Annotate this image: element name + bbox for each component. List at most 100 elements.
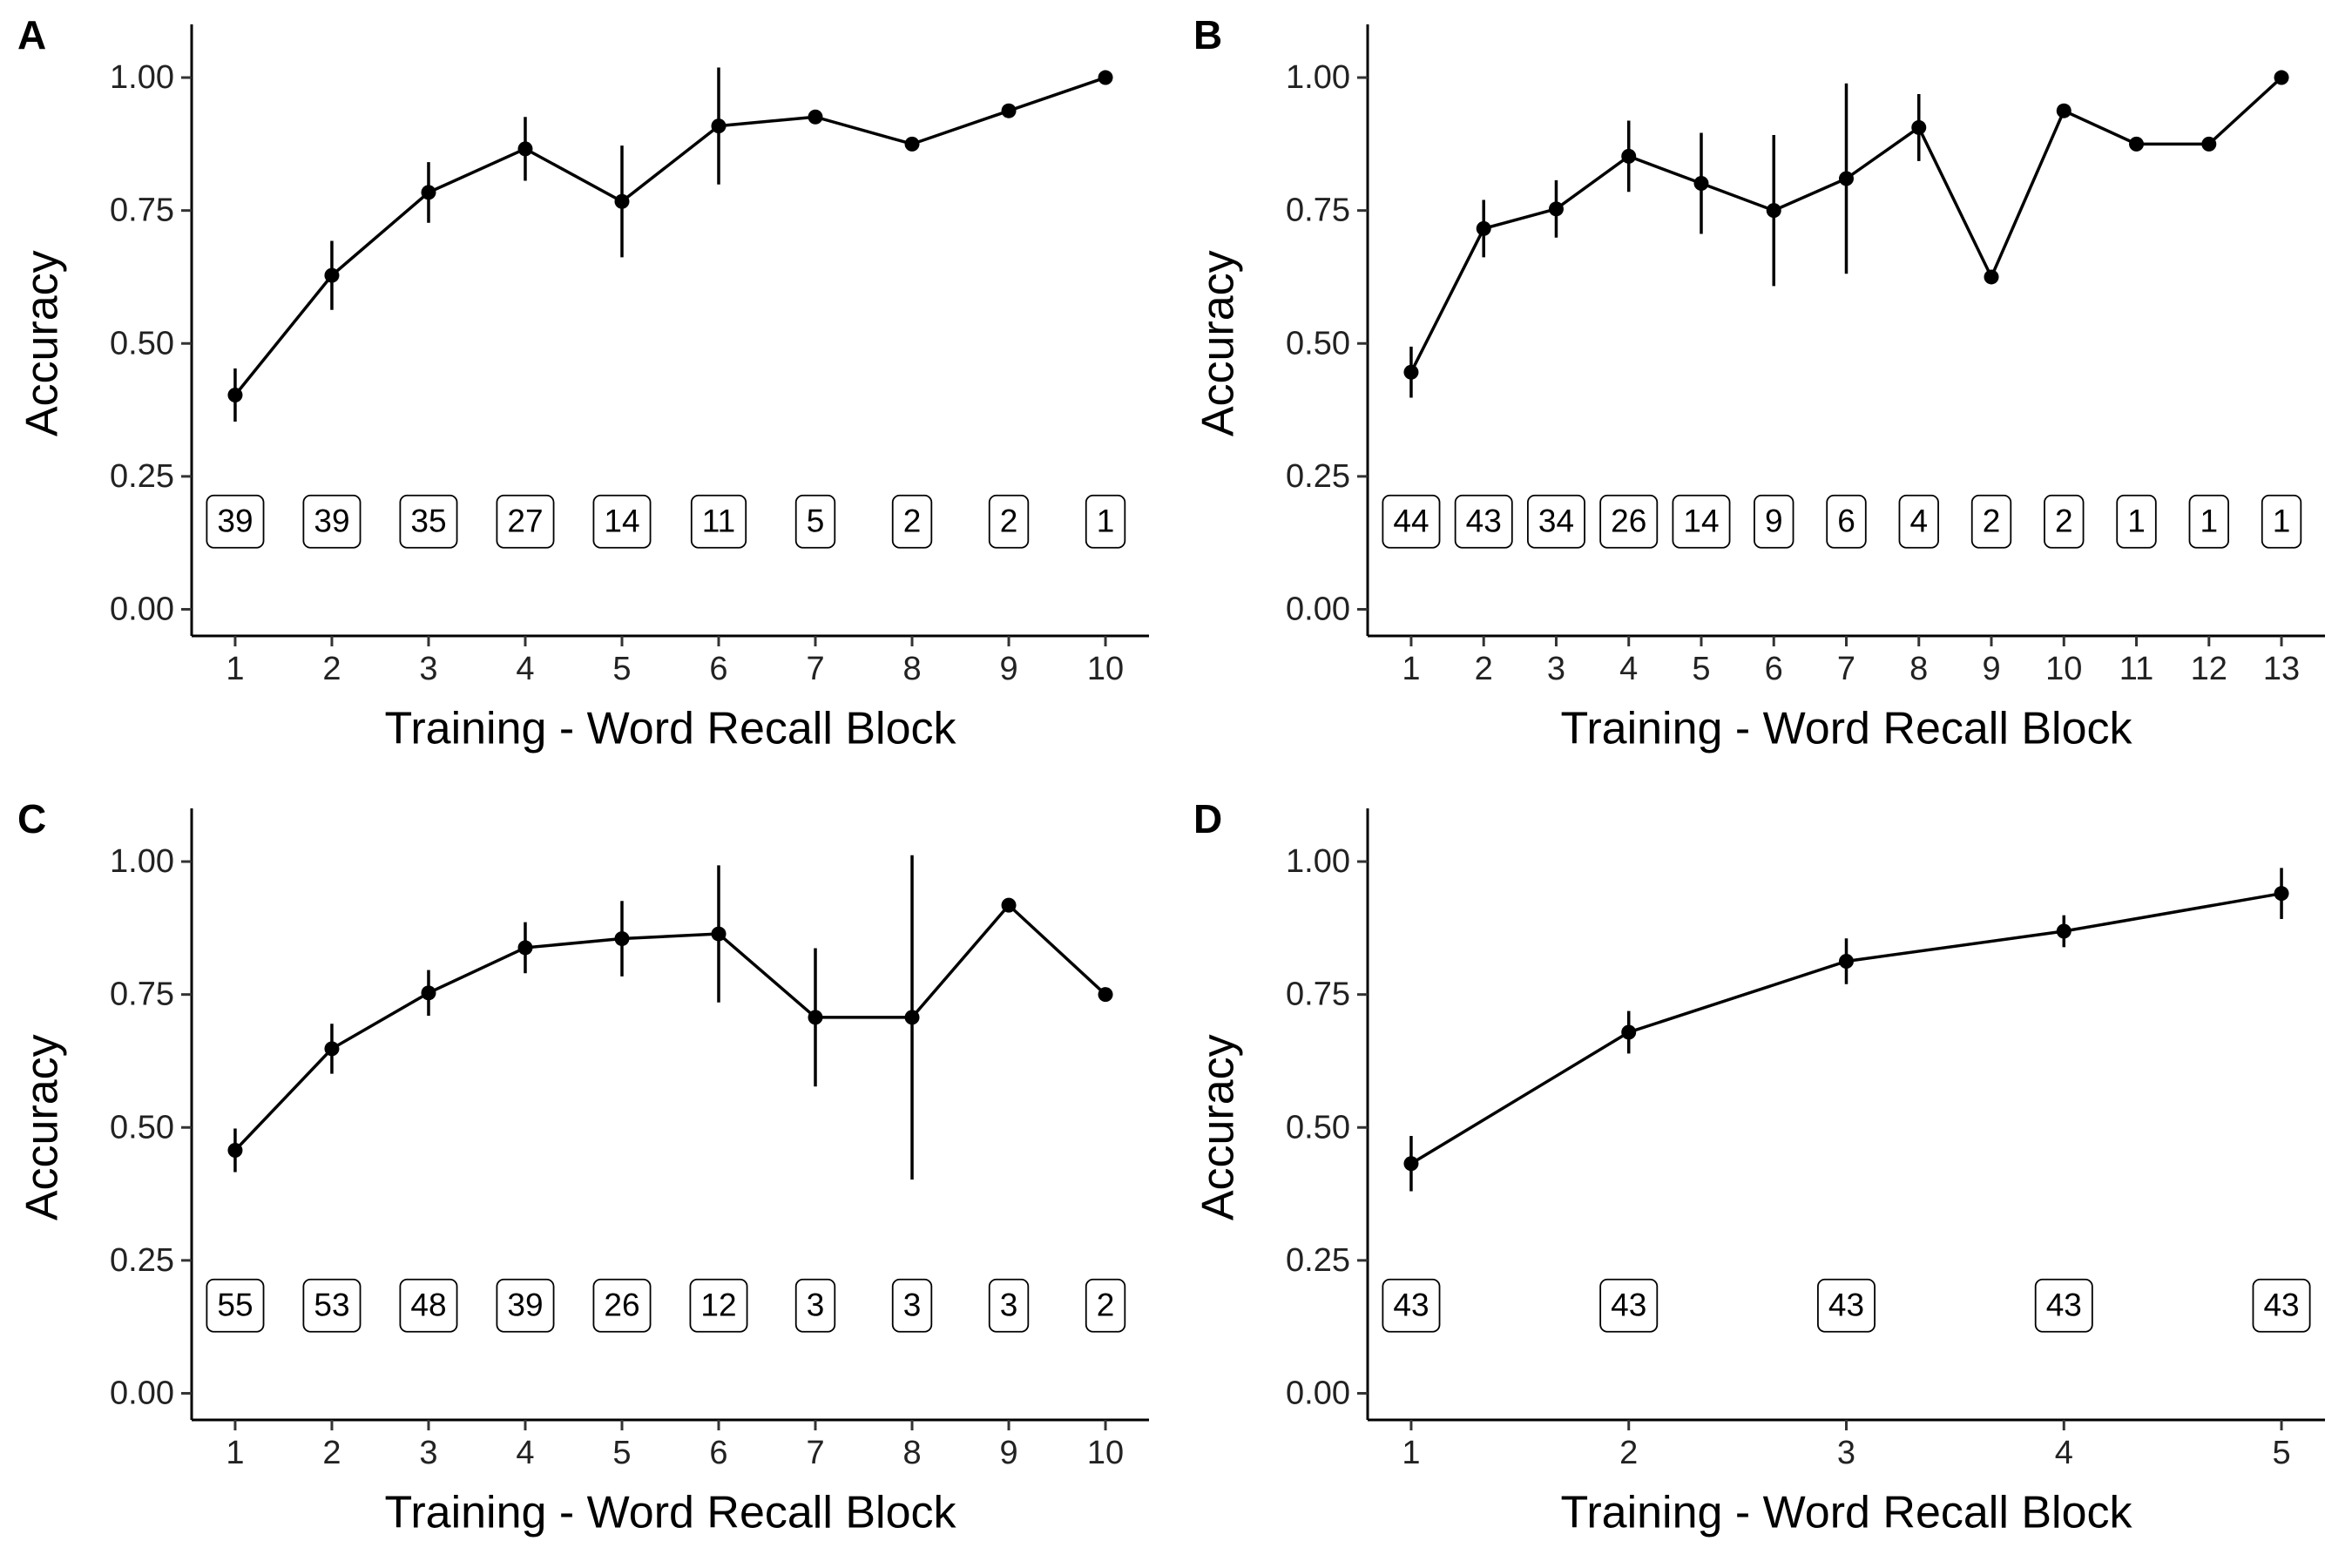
data-point bbox=[227, 387, 243, 402]
x-tick-label: 6 bbox=[709, 1435, 727, 1471]
count-text: 14 bbox=[604, 504, 639, 539]
x-tick-label: 4 bbox=[1619, 651, 1638, 687]
y-tick-label: 0.75 bbox=[110, 193, 174, 229]
data-point bbox=[2056, 103, 2072, 118]
count-text: 39 bbox=[507, 1288, 543, 1323]
x-tick-label: 3 bbox=[1837, 1435, 1855, 1471]
y-tick-label: 0.00 bbox=[110, 1375, 174, 1412]
count-box bbox=[1599, 494, 1659, 549]
count-box bbox=[496, 494, 555, 549]
x-tick-label: 4 bbox=[516, 1435, 534, 1471]
y-axis-title: Accuracy bbox=[17, 1034, 68, 1220]
data-point bbox=[1476, 220, 1491, 236]
data-point bbox=[1693, 176, 1709, 192]
count-text: 43 bbox=[1466, 504, 1502, 539]
count-box bbox=[1826, 494, 1867, 549]
count-label: 12 bbox=[689, 1278, 748, 1333]
count-label: 3 bbox=[988, 1278, 1030, 1333]
count-box bbox=[1085, 1278, 1126, 1333]
count-box bbox=[206, 494, 265, 549]
count-text: 11 bbox=[702, 504, 735, 539]
x-axis-title: Training - Word Recall Block bbox=[1561, 1488, 2133, 1538]
x-tick-label: 3 bbox=[1547, 651, 1565, 687]
count-text: 39 bbox=[217, 504, 253, 539]
data-point bbox=[2274, 70, 2289, 85]
count-label: 6 bbox=[1826, 494, 1867, 549]
x-tick-label: 8 bbox=[902, 1435, 921, 1471]
count-label: 5 bbox=[794, 494, 836, 549]
data-point bbox=[1001, 103, 1017, 118]
count-text: 35 bbox=[410, 504, 446, 539]
count-text: 43 bbox=[2046, 1288, 2082, 1323]
count-label: 48 bbox=[399, 1278, 458, 1333]
count-text: 2 bbox=[2055, 504, 2073, 539]
x-tick-label: 9 bbox=[1982, 651, 2000, 687]
count-label: 39 bbox=[206, 494, 265, 549]
x-tick-label: 9 bbox=[999, 651, 1017, 687]
count-label: 43 bbox=[1599, 1278, 1659, 1333]
x-tick-label: 3 bbox=[419, 1435, 437, 1471]
data-point bbox=[1839, 171, 1854, 186]
x-tick-label: 5 bbox=[612, 651, 631, 687]
count-box bbox=[1898, 494, 1939, 549]
data-point bbox=[1621, 148, 1637, 164]
data-point bbox=[421, 985, 436, 1001]
count-box bbox=[399, 494, 458, 549]
x-tick-label: 8 bbox=[902, 651, 921, 687]
data-point bbox=[2201, 136, 2217, 152]
data-point bbox=[1001, 897, 1017, 913]
data-point bbox=[904, 1010, 920, 1025]
panel-label: D bbox=[1193, 796, 1222, 841]
data-point bbox=[2056, 923, 2072, 939]
data-point bbox=[904, 136, 920, 152]
count-box bbox=[592, 1278, 652, 1333]
count-box bbox=[206, 1278, 265, 1333]
x-axis-title: Training - Word Recall Block bbox=[385, 1488, 957, 1538]
y-tick-label: 1.00 bbox=[110, 59, 174, 96]
count-text: 9 bbox=[1765, 504, 1783, 539]
x-tick-label: 5 bbox=[1692, 651, 1710, 687]
count-box bbox=[302, 1278, 362, 1333]
count-text: 6 bbox=[1837, 504, 1855, 539]
x-tick-label: 13 bbox=[2263, 651, 2300, 687]
count-text: 2 bbox=[903, 504, 922, 539]
data-point bbox=[1098, 70, 1113, 85]
count-text: 55 bbox=[217, 1288, 253, 1323]
data-line bbox=[233, 76, 1106, 396]
data-point bbox=[614, 931, 630, 947]
y-axis-title: Accuracy bbox=[17, 250, 68, 436]
data-point bbox=[1548, 201, 1564, 217]
count-label: 53 bbox=[302, 1278, 362, 1333]
x-axis-title: Training - Word Recall Block bbox=[1561, 704, 2133, 754]
count-label: 14 bbox=[1672, 494, 1731, 549]
x-axis-title: Training - Word Recall Block bbox=[385, 704, 957, 754]
panel-label: C bbox=[17, 796, 46, 841]
count-box bbox=[1454, 494, 1513, 549]
count-box bbox=[496, 1278, 555, 1333]
count-label: 43 bbox=[2034, 1278, 2093, 1333]
count-label: 2 bbox=[1970, 494, 2012, 549]
count-box bbox=[1382, 1278, 1441, 1333]
count-text: 2 bbox=[1000, 504, 1018, 539]
panel: A 0.00 0.25 0.50 0.75 1.00 1 2 3 4 5 6 7 8 9 10 Training… bbox=[17, 12, 1149, 754]
count-text: 34 bbox=[1538, 504, 1574, 539]
data-point bbox=[711, 926, 727, 942]
data-line bbox=[233, 902, 1107, 1152]
x-tick-label: 5 bbox=[2272, 1435, 2290, 1471]
data-point bbox=[808, 109, 823, 125]
data-point bbox=[1911, 119, 1927, 135]
count-box bbox=[1817, 1278, 1876, 1333]
count-text: 2 bbox=[1983, 504, 2001, 539]
count-label: 39 bbox=[302, 494, 362, 549]
count-box bbox=[1599, 1278, 1659, 1333]
count-box bbox=[592, 494, 652, 549]
x-tick-label: 2 bbox=[322, 651, 341, 687]
count-text: 53 bbox=[314, 1288, 349, 1323]
x-tick-label: 6 bbox=[709, 651, 727, 687]
y-tick-label: 0.00 bbox=[1286, 1375, 1350, 1412]
x-tick-label: 2 bbox=[1475, 651, 1493, 687]
panel-label: A bbox=[17, 12, 46, 57]
count-box bbox=[988, 494, 1030, 549]
x-tick-label: 12 bbox=[2191, 651, 2227, 687]
data-point bbox=[1403, 1156, 1419, 1172]
